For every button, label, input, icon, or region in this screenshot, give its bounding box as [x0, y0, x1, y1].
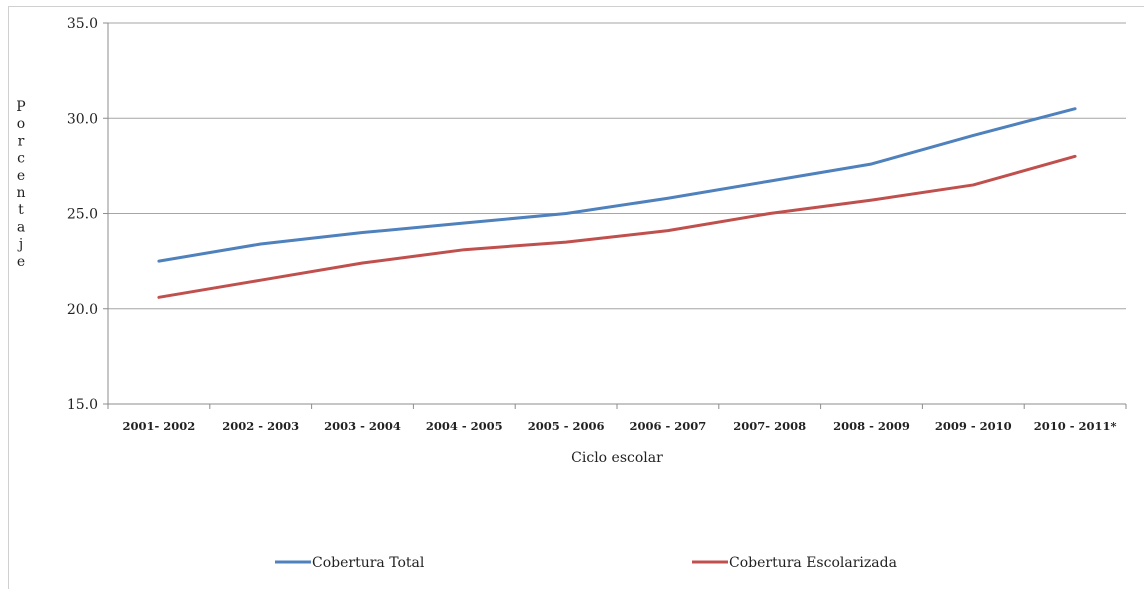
legend-label: Cobertura Total [312, 555, 425, 571]
x-tick-label: 2003 - 2004 [324, 419, 401, 433]
x-axis-title: Ciclo escolar [571, 450, 663, 466]
y-tick-label: 20.0 [67, 302, 98, 318]
y-tick-label: 25.0 [67, 207, 98, 223]
series-line-cobertura-total [157, 107, 1077, 263]
y-tick-label: 35.0 [67, 16, 98, 32]
y-axis-title-letter: e [17, 168, 25, 184]
y-tick-label: 30.0 [67, 111, 98, 127]
y-axis-title-letter: r [18, 133, 25, 149]
legend-label: Cobertura Escolarizada [729, 555, 897, 571]
y-tick-labels: 15.0 20.0 25.0 30.0 35.0 [67, 16, 98, 413]
gridlines [108, 22, 1126, 310]
y-axis-title-letter: c [17, 151, 25, 167]
series-lines [157, 107, 1077, 299]
x-tick-label: 2007- 2008 [733, 419, 806, 433]
series-line-cobertura-escolarizada [157, 154, 1077, 299]
y-axis-title-letter: e [17, 254, 25, 270]
y-axis-title-letter: j [17, 237, 23, 253]
legend: Cobertura Total Cobertura Escolarizada [275, 555, 897, 571]
x-tick-label: 2002 - 2003 [222, 419, 299, 433]
x-tick-label: 2008 - 2009 [833, 419, 910, 433]
x-tick-label: 2009 - 2010 [935, 419, 1012, 433]
y-axis-title-letter: P [16, 99, 25, 115]
y-axis-title-letter: a [17, 219, 25, 235]
y-tick-label: 15.0 [67, 397, 98, 413]
x-tick-label: 2001- 2002 [123, 419, 196, 433]
axes [103, 22, 1127, 409]
y-axis-title-letter: t [18, 202, 24, 218]
chart-frame [8, 6, 1144, 589]
y-axis-title-letter: n [16, 185, 25, 201]
x-tick-label: 2010 - 2011* [1034, 419, 1117, 433]
y-axis-title-letter: o [17, 116, 25, 132]
x-tick-label: 2004 - 2005 [426, 419, 503, 433]
x-tick-labels: 2001- 2002 2002 - 2003 2003 - 2004 2004 - 2… [123, 419, 1117, 433]
x-tick-label: 2006 - 2007 [630, 419, 707, 433]
x-tick-label: 2005 - 2006 [528, 419, 605, 433]
